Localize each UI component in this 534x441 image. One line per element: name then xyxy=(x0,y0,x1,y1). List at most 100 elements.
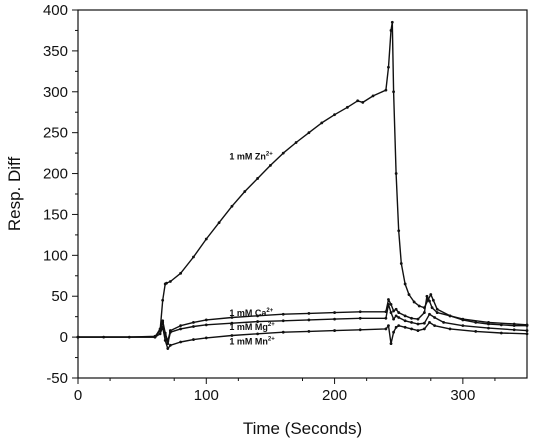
series-annotation-2: 1 mM Ca2+ xyxy=(229,308,273,318)
data-point xyxy=(422,311,426,314)
data-point xyxy=(392,317,395,321)
data-point xyxy=(431,298,435,302)
data-point xyxy=(204,237,208,241)
data-point xyxy=(412,300,416,304)
data-point xyxy=(392,90,395,94)
data-point xyxy=(158,332,162,336)
data-point xyxy=(394,172,398,175)
data-point xyxy=(387,303,390,306)
data-point xyxy=(499,323,503,327)
data-point xyxy=(371,94,375,98)
series-layer xyxy=(76,20,529,350)
data-point xyxy=(387,298,390,301)
data-point xyxy=(403,319,407,323)
data-point xyxy=(168,280,172,283)
data-point xyxy=(387,324,390,328)
y-tick-label: 200 xyxy=(43,166,68,183)
data-point xyxy=(422,321,426,325)
data-point xyxy=(394,314,398,318)
data-point xyxy=(358,316,362,320)
data-point xyxy=(269,163,272,167)
data-point xyxy=(384,316,388,320)
data-point xyxy=(281,330,285,334)
data-point xyxy=(387,65,390,69)
data-point xyxy=(428,312,431,316)
data-point xyxy=(410,327,413,331)
data-point xyxy=(416,322,420,326)
data-point xyxy=(394,325,398,329)
data-point xyxy=(204,318,208,322)
data-point xyxy=(307,311,311,315)
data-point xyxy=(389,342,393,346)
data-point xyxy=(256,314,259,318)
data-point xyxy=(397,311,401,314)
data-point xyxy=(410,320,413,324)
data-point xyxy=(320,121,324,125)
data-point xyxy=(435,311,439,314)
data-point xyxy=(361,101,365,104)
data-point xyxy=(433,324,437,328)
y-tick-label: 100 xyxy=(43,247,68,264)
data-point xyxy=(281,319,285,323)
data-point xyxy=(179,327,183,331)
data-point xyxy=(243,190,247,193)
series-line-1 xyxy=(78,21,527,338)
data-point xyxy=(389,29,393,32)
y-tick-label: -50 xyxy=(46,370,68,387)
data-point xyxy=(416,329,420,332)
data-point xyxy=(192,325,195,328)
data-point xyxy=(161,325,165,329)
data-point xyxy=(487,320,490,324)
x-axis-label: Time (Seconds) xyxy=(243,419,362,438)
data-point xyxy=(394,307,398,311)
series-annotation-1: 1 mM Zn2+ xyxy=(229,152,273,162)
x-tick-label: 200 xyxy=(322,387,347,404)
data-point xyxy=(179,340,183,344)
y-tick-label: 300 xyxy=(43,84,68,101)
data-point xyxy=(153,335,157,339)
data-point xyxy=(392,330,395,334)
data-point xyxy=(294,141,298,144)
data-point xyxy=(390,20,394,24)
data-point xyxy=(422,327,426,331)
data-point xyxy=(397,229,401,233)
data-point xyxy=(168,330,172,334)
data-point xyxy=(168,343,172,347)
y-tick-label: 150 xyxy=(43,206,68,223)
data-point xyxy=(435,307,439,311)
data-point xyxy=(256,332,259,336)
data-point xyxy=(389,311,393,314)
data-point xyxy=(430,306,434,310)
data-point xyxy=(204,336,208,340)
data-point xyxy=(307,131,311,135)
data-point xyxy=(416,317,420,321)
y-tick-label: 350 xyxy=(43,43,68,60)
x-tick-label: 300 xyxy=(450,387,475,404)
data-point xyxy=(425,294,429,298)
data-point xyxy=(384,88,388,92)
data-point xyxy=(161,298,165,302)
data-point xyxy=(230,204,234,208)
data-point xyxy=(281,312,285,316)
data-point xyxy=(474,320,478,324)
data-point xyxy=(161,320,165,324)
data-point xyxy=(410,316,413,320)
y-axis-label: Resp. Diff xyxy=(5,157,24,232)
data-point xyxy=(397,316,401,319)
data-point xyxy=(204,323,208,327)
data-point xyxy=(358,328,362,332)
y-tick-label: 50 xyxy=(51,288,68,305)
data-point xyxy=(333,311,336,314)
data-point xyxy=(256,177,259,180)
data-point xyxy=(192,320,195,324)
data-point xyxy=(487,326,490,330)
data-point xyxy=(403,325,407,329)
data-point xyxy=(230,334,234,337)
data-point xyxy=(461,317,465,321)
data-point xyxy=(433,316,437,319)
data-point xyxy=(397,324,401,328)
data-point xyxy=(428,299,431,303)
y-tick-label: 0 xyxy=(60,329,68,346)
